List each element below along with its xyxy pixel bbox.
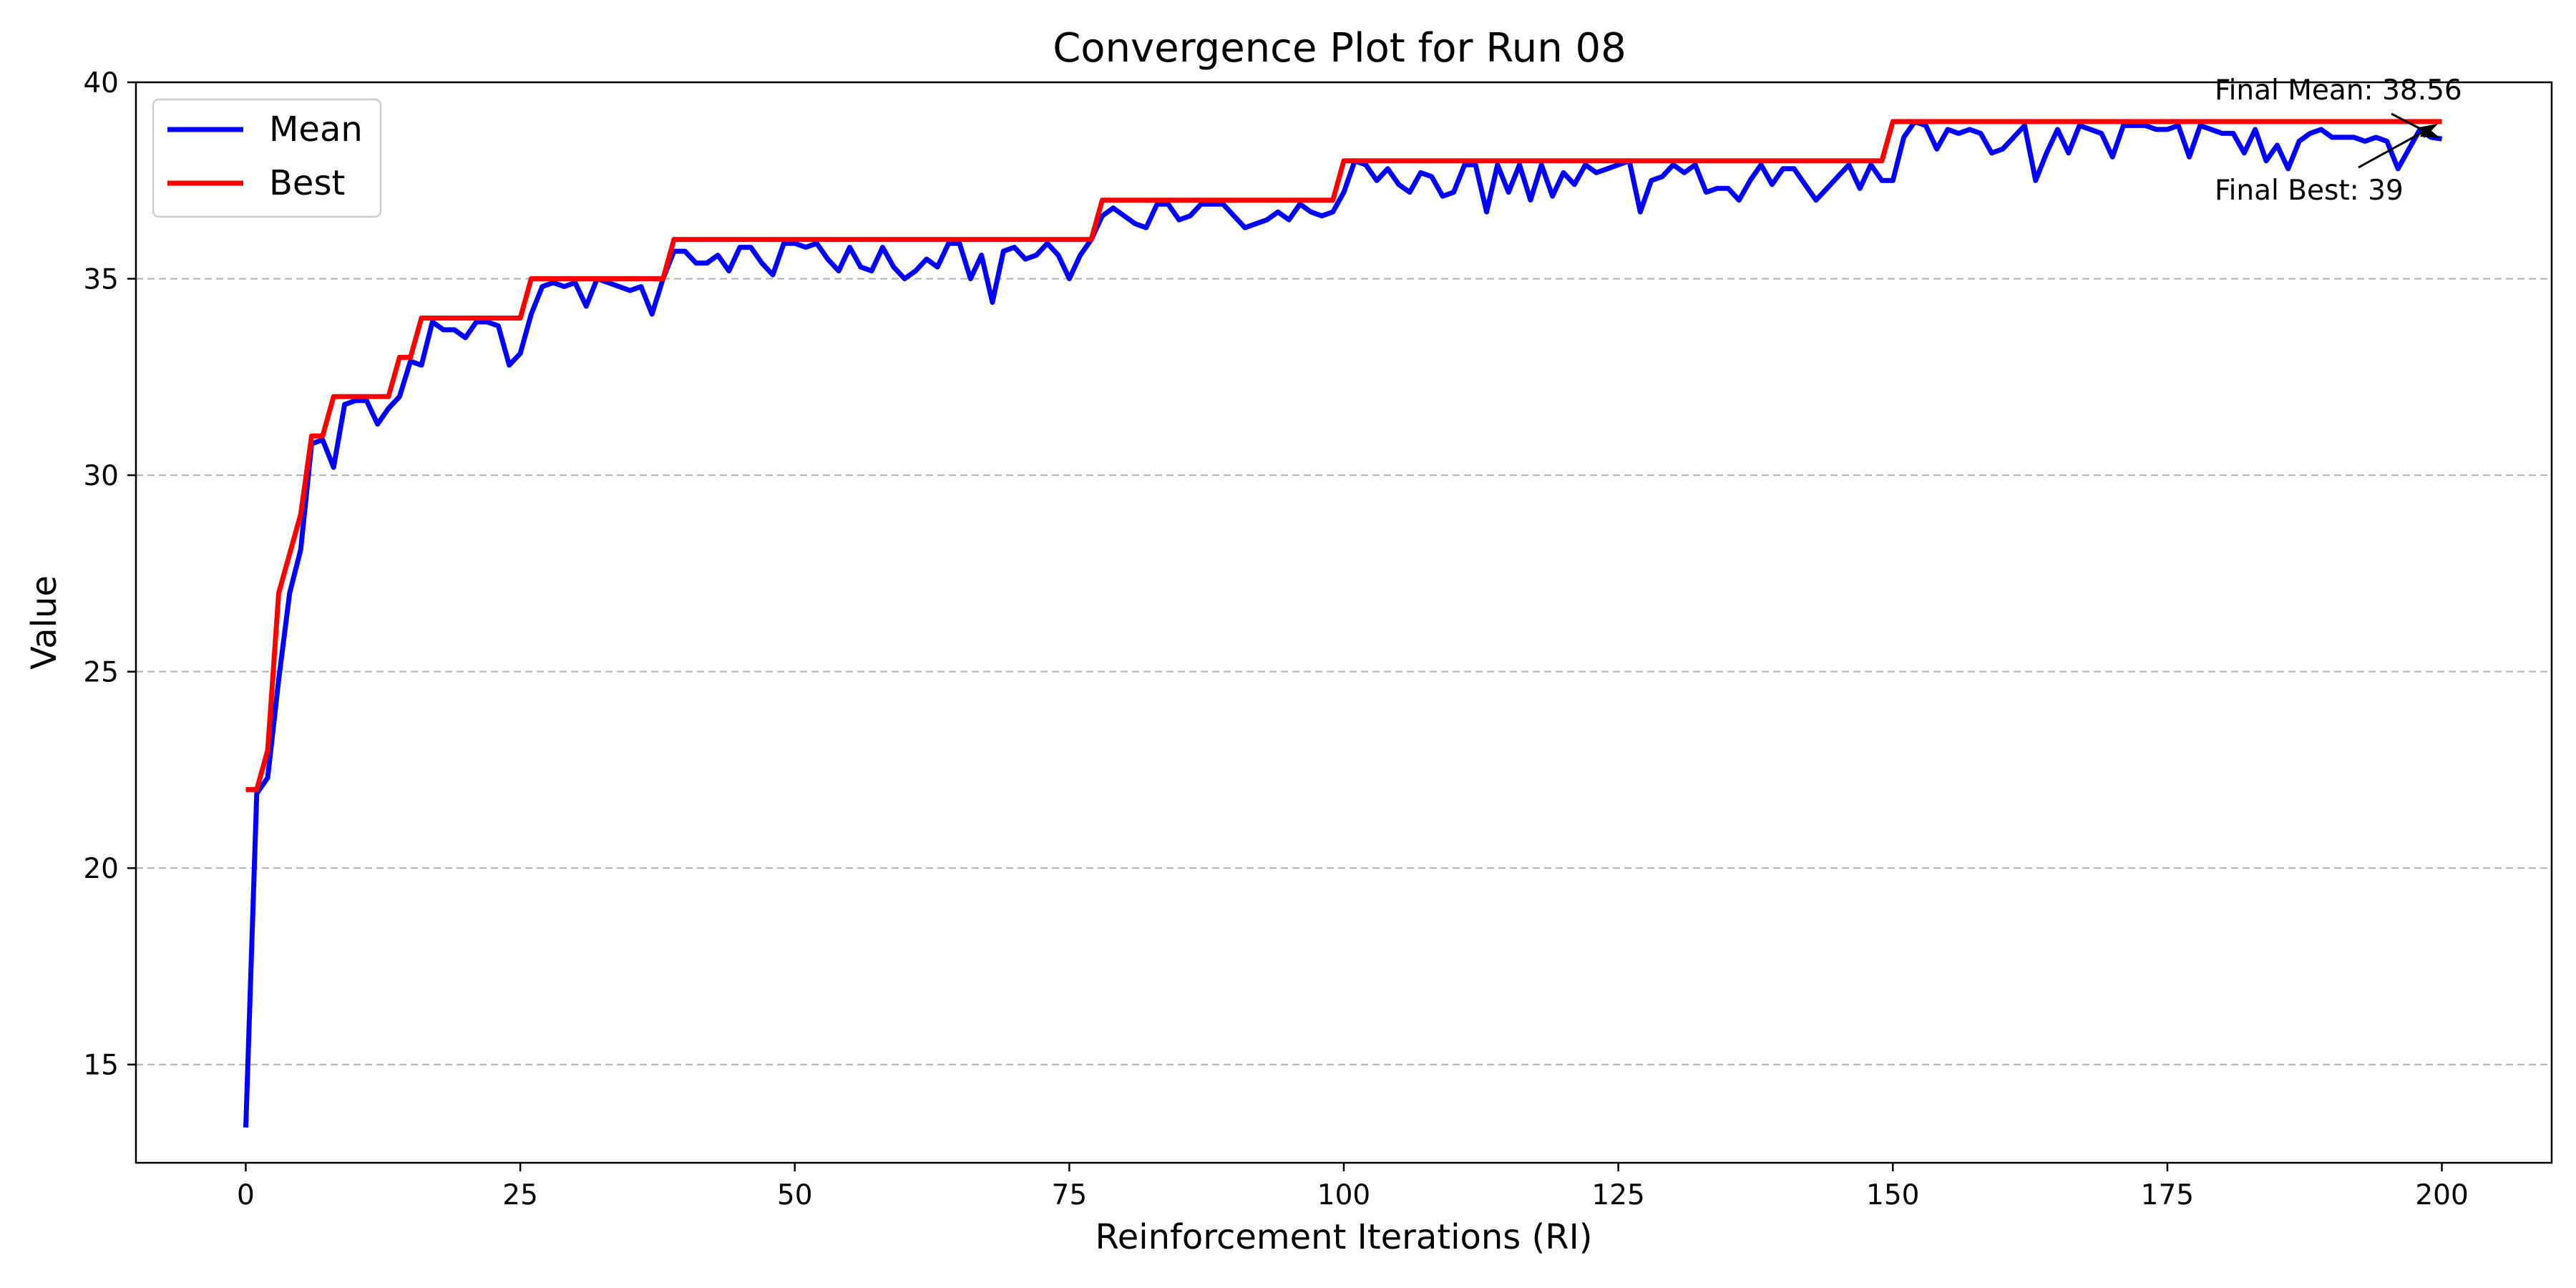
series-line-mean: [243, 119, 2442, 1128]
y-tick-label: 40: [83, 67, 119, 99]
legend-label-best: Best: [269, 163, 345, 203]
x-tick-label: 175: [2141, 1179, 2194, 1211]
annotation-arrowhead-final-best: [2419, 124, 2438, 138]
legend: Mean Best: [152, 98, 382, 218]
x-axis-ticks: 0 25 50 75 100 125 150 175 200: [237, 1163, 2469, 1211]
x-tick-label: 100: [1317, 1179, 1370, 1211]
legend-label-mean: Mean: [269, 109, 363, 150]
series-lines: [243, 119, 2442, 1128]
annotations: Final Mean: 38.56 Final Best: 39: [2215, 74, 2462, 207]
y-tick-label: 30: [83, 460, 119, 492]
chart-title: Convergence Plot for Run 08: [1053, 25, 1626, 72]
x-tick-label: 200: [2415, 1179, 2468, 1211]
x-tick-label: 0: [237, 1179, 255, 1211]
x-tick-label: 125: [1591, 1179, 1644, 1211]
y-tick-label: 25: [83, 657, 119, 689]
x-axis-label: Reinforcement Iterations (RI): [1096, 1217, 1593, 1257]
x-tick-label: 150: [1866, 1179, 1919, 1211]
y-axis-ticks: 15 20 25 30 35 40: [83, 67, 136, 1082]
x-tick-label: 75: [1052, 1179, 1088, 1211]
annotation-arrow-final-best: [2358, 126, 2432, 169]
y-tick-label: 35: [83, 264, 119, 296]
x-tick-label: 50: [777, 1179, 813, 1211]
x-tick-label: 25: [502, 1179, 538, 1211]
y-tick-label: 15: [83, 1050, 119, 1082]
annotation-final-mean: Final Mean: 38.56: [2215, 74, 2462, 107]
y-axis-label: Value: [24, 575, 64, 670]
y-tick-label: 20: [83, 853, 119, 885]
series-line-best: [245, 119, 2442, 792]
grid-lines: [136, 278, 2552, 1065]
annotation-final-best: Final Best: 39: [2215, 175, 2404, 207]
